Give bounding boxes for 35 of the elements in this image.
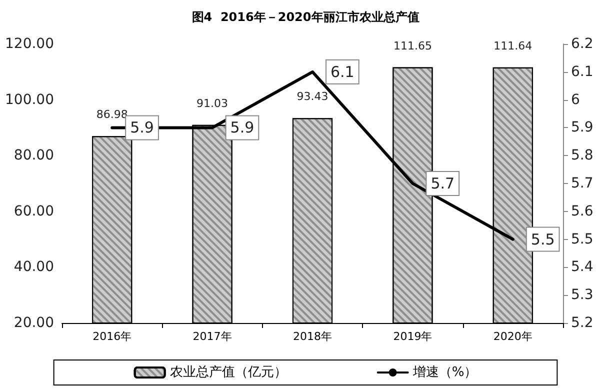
y2-tick-label: 5.7 — [571, 176, 594, 192]
y2-tick-label: 5.8 — [571, 148, 594, 164]
y2-tick-label: 5.6 — [571, 203, 594, 220]
y-tick-label: 120.00 — [5, 36, 54, 52]
y2-tick-label: 5.2 — [571, 315, 594, 331]
y2-tick-label: 6.1 — [571, 64, 594, 80]
data-label: 111.64 — [494, 39, 532, 52]
x-tick-label: 2017年 — [192, 330, 232, 343]
chart-title: 图4 2016年－2020年丽江市农业总产值 — [192, 10, 420, 24]
y2-tick-label: 5.3 — [571, 287, 594, 304]
x-tick-label: 2018年 — [293, 330, 332, 343]
data-label: 91.03 — [196, 96, 228, 110]
y2-tick-label: 5.5 — [571, 231, 594, 248]
y2-tick-label: 6.2 — [571, 36, 594, 52]
y-tick-label: 100.00 — [5, 92, 54, 108]
x-tick-label: 2019年 — [393, 330, 432, 343]
y-tick-label: 40.00 — [14, 259, 54, 276]
y2-tick-label: 5.9 — [571, 120, 594, 136]
y-tick-label: 20.00 — [14, 315, 54, 331]
data-label: 5.9 — [130, 118, 154, 137]
data-label: 93.43 — [296, 90, 328, 104]
data-label: 5.9 — [230, 118, 254, 137]
y-tick-label: 80.00 — [14, 148, 54, 164]
x-tick-label: 2016年 — [92, 330, 132, 343]
y2-tick-label: 5.4 — [571, 259, 594, 276]
data-label: 5.5 — [530, 230, 555, 248]
legend-label: 农业总产值（亿元） — [170, 365, 287, 380]
data-label: 6.1 — [330, 62, 354, 81]
y2-tick-label: 6 — [571, 92, 580, 108]
x-tick-label: 2020年 — [493, 330, 532, 343]
y-tick-label: 60.00 — [14, 203, 54, 220]
data-label: 111.65 — [393, 39, 432, 52]
data-label: 5.7 — [430, 174, 455, 192]
data-label: 86.98 — [96, 108, 128, 122]
legend-label: 增速（%） — [412, 365, 478, 380]
